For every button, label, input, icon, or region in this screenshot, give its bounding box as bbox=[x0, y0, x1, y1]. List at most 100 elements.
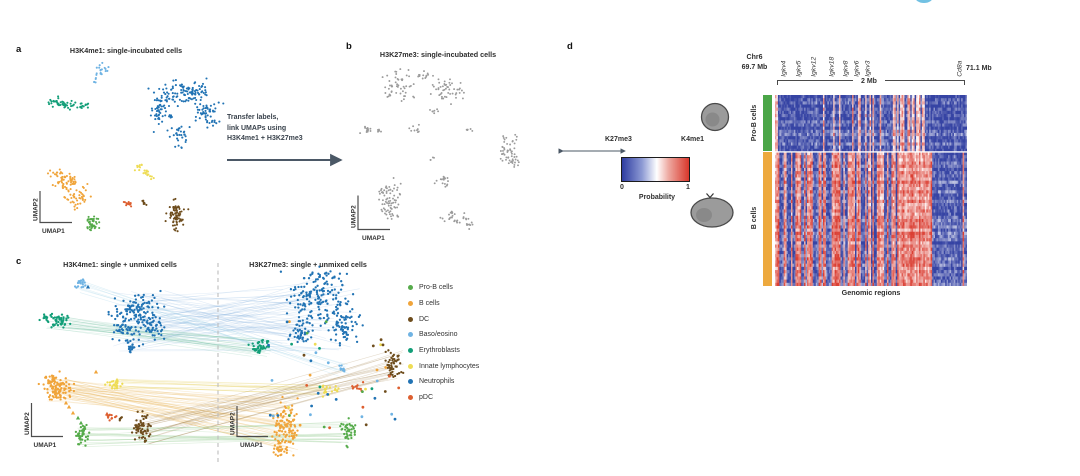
colorbar-right-label: K4me1 bbox=[681, 136, 704, 143]
link-bundle-5 bbox=[76, 421, 356, 447]
axis-panel-a bbox=[39, 191, 72, 224]
transfer-arrow-caption-line3: H3K4me1 + H3K27me3 bbox=[227, 135, 303, 142]
umap-c-left-cluster-erythro bbox=[38, 312, 72, 329]
link-bundle-2 bbox=[46, 378, 299, 452]
colorbar-left-label: K27me3 bbox=[605, 136, 632, 143]
chrom-end-label: 71.1 Mb bbox=[966, 65, 992, 72]
probability-colorbar bbox=[621, 156, 690, 182]
panel-a-title: H3K4me1: single-incubated cells bbox=[69, 46, 183, 55]
panel-letter-a: a bbox=[16, 44, 22, 55]
legend-label-pro_b: Pro-B cells bbox=[419, 284, 453, 292]
gene-label-igkv12: Igkv12 bbox=[811, 57, 818, 77]
umap-a-cluster-baso bbox=[93, 61, 110, 84]
panel-c-right-ylabel: UMAP2 bbox=[230, 412, 237, 435]
umap-c-right-cluster-innate bbox=[321, 384, 340, 398]
umap-c-right-cluster-b_cells bbox=[271, 395, 299, 458]
legend-dot-dc bbox=[408, 316, 413, 322]
panel-letter-c: c bbox=[16, 256, 22, 267]
panel-letter-b: b bbox=[346, 41, 352, 52]
gene-label-igkv5: Igkv5 bbox=[796, 60, 803, 76]
heatmap bbox=[775, 95, 967, 286]
umap-a-cluster-pdc bbox=[122, 200, 133, 208]
umap-a bbox=[46, 61, 225, 233]
axis-panel-c-right bbox=[236, 406, 268, 438]
umap-a-cluster-b_cells bbox=[46, 168, 92, 211]
legend-item-pro_b: Pro-B cells bbox=[408, 280, 479, 296]
umap-a-cluster-neutro bbox=[147, 77, 225, 149]
row-label-pro-b-cells: Pro-B cells bbox=[751, 105, 758, 142]
umap-c-left-cluster-pro_b bbox=[74, 423, 91, 447]
scale-bracket bbox=[777, 80, 965, 85]
umap-c-right-cluster-neutro bbox=[279, 265, 364, 347]
chrom-start-label: Chr6 69.7 Mb bbox=[736, 53, 773, 72]
b-cell-icon bbox=[690, 193, 734, 228]
panel-a-ylabel: UMAP2 bbox=[33, 198, 40, 221]
gene-label-igkv18: Igkv18 bbox=[829, 57, 836, 77]
chrom-name: Chr6 bbox=[746, 54, 763, 61]
umap-c-right-cluster-dc bbox=[384, 349, 405, 379]
panel-c-left-title: H3K4me1: single + unmixed cells bbox=[63, 260, 177, 269]
panel-c-left-ylabel: UMAP2 bbox=[24, 412, 31, 435]
umap-b bbox=[359, 68, 520, 230]
colorbar-title: Probability bbox=[638, 194, 676, 201]
umap-link-lines bbox=[46, 279, 404, 452]
umap-c-right-cluster-erythro bbox=[247, 338, 271, 354]
legend-label-erythro: Erythroblasts bbox=[419, 347, 460, 355]
legend-item-baso: Baso/eosino bbox=[408, 327, 479, 343]
legend-item-b_cells: B cells bbox=[408, 296, 479, 312]
legend-dot-innate bbox=[408, 363, 413, 369]
gene-label-igkv6: Igkv6 bbox=[854, 60, 861, 76]
legend-label-baso: Baso/eosino bbox=[419, 331, 458, 339]
legend-item-innate: Innate lymphocytes bbox=[408, 358, 479, 374]
umap-a-cluster-erythro bbox=[47, 95, 90, 111]
panel-letter-d: d bbox=[567, 41, 573, 52]
heatmap-xlabel: Genomic regions bbox=[841, 288, 901, 297]
chrom-start-mb: 69.7 Mb bbox=[741, 63, 768, 71]
legend-item-pdc: pDC bbox=[408, 390, 479, 406]
cell-type-legend: Pro-B cells B cells DC Baso/eosino Erythrobl… bbox=[408, 280, 479, 406]
umap-a-cluster-innate bbox=[133, 163, 155, 181]
legend-item-dc: DC bbox=[408, 311, 479, 327]
colorbar-max-label: 1 bbox=[686, 183, 690, 191]
legend-dot-neutro bbox=[408, 379, 413, 385]
legend-dot-pdc bbox=[408, 395, 413, 401]
axis-panel-c-left bbox=[30, 403, 63, 438]
row-sidebar-pro-b bbox=[763, 95, 772, 151]
umap-c-left bbox=[37, 278, 166, 447]
gene-labels: Igkv4 Igkv5 Igkv12 Igkv18 Igkv8 Igkv6 Igkv3 Cd8… bbox=[781, 57, 964, 77]
transfer-arrow-caption-line1: Transfer labels, bbox=[227, 114, 279, 121]
gene-label-igkv3: Igkv3 bbox=[865, 60, 872, 76]
panel-c-left-xlabel: UMAP1 bbox=[34, 442, 57, 449]
panel-b-ylabel: UMAP2 bbox=[351, 205, 358, 228]
umap-c-left-cluster-dc bbox=[118, 410, 152, 443]
legend-item-neutro: Neutrophils bbox=[408, 374, 479, 390]
umap-c-left-cluster-baso bbox=[73, 278, 87, 289]
transfer-arrow-caption: Transfer labels, link UMAPs using H3K4me… bbox=[227, 113, 303, 145]
panel-a-xlabel: UMAP1 bbox=[42, 228, 65, 235]
umap-c-left-cluster-b_cells bbox=[37, 370, 76, 401]
legend-dot-b_cells bbox=[408, 301, 413, 307]
umap-axis-labels: UMAP1 UMAP2 UMAP1 UMAP2 UMAP1 UMAP2 UMAP… bbox=[24, 198, 385, 449]
transfer-arrow-caption-line2: link UMAPs using bbox=[227, 124, 287, 132]
axis-panel-b bbox=[357, 195, 390, 231]
panel-c-right-xlabel: UMAP1 bbox=[240, 442, 263, 449]
scale-label: 2 Mb bbox=[861, 78, 877, 85]
umap-scatter-points bbox=[37, 61, 520, 458]
pro-b-cell-icon bbox=[700, 102, 730, 132]
legend-label-innate: Innate lymphocytes bbox=[419, 362, 480, 370]
umap-c-right-cluster-pro_b bbox=[339, 417, 357, 449]
colorbar-min-label: 0 bbox=[620, 183, 624, 191]
panel-b-title: H3K27me3: single-incubated cells bbox=[379, 50, 497, 59]
legend-label-neutro: Neutrophils bbox=[419, 378, 455, 386]
umap-axes bbox=[30, 191, 390, 438]
umap-c-left-cluster-innate bbox=[104, 380, 124, 390]
umap-a-cluster-pro_b bbox=[86, 215, 101, 232]
umap-c-right bbox=[247, 265, 405, 458]
panel-c-right-title: H3K27me3: single + unmixed cells bbox=[249, 260, 367, 269]
umap-c-right-mixed-points bbox=[267, 320, 401, 430]
legend-dot-pro_b bbox=[408, 285, 413, 291]
umap-a-cluster-dc bbox=[141, 197, 190, 233]
umap-c-left-cluster-neutro bbox=[107, 289, 166, 354]
umap-c-right-cluster-baso bbox=[338, 364, 346, 373]
